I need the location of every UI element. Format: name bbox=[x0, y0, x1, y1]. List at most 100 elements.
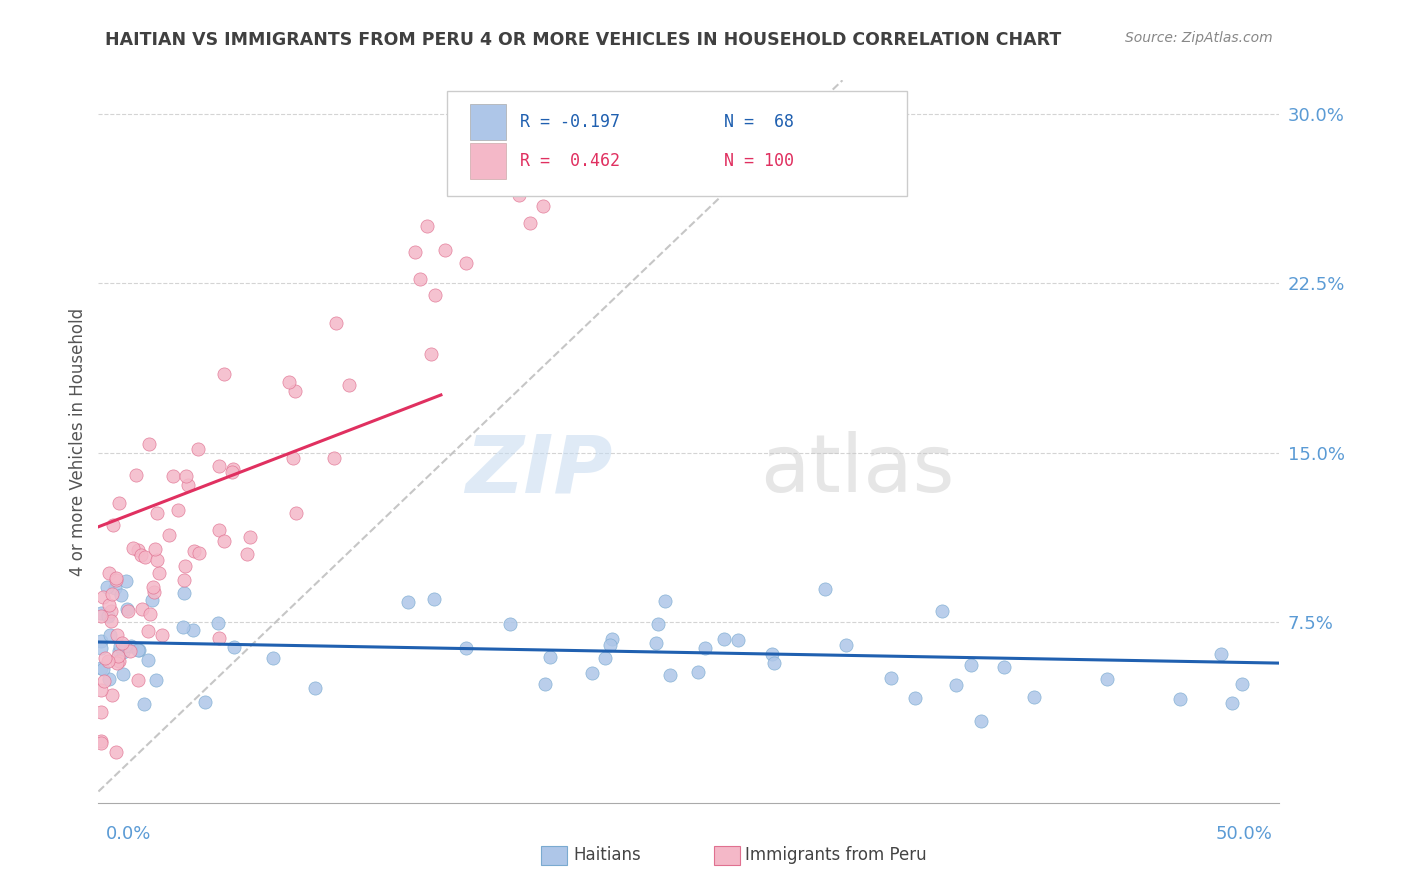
Point bbox=[94, 650, 117, 665]
Point bbox=[602, 632, 624, 646]
Point bbox=[599, 638, 621, 652]
Point bbox=[277, 375, 299, 389]
Point bbox=[762, 656, 785, 670]
Point bbox=[1220, 696, 1243, 710]
Text: HAITIAN VS IMMIGRANTS FROM PERU 4 OR MORE VEHICLES IN HOUSEHOLD CORRELATION CHAR: HAITIAN VS IMMIGRANTS FROM PERU 4 OR MOR… bbox=[105, 31, 1062, 49]
Text: Haitians: Haitians bbox=[574, 847, 641, 864]
Text: N =  68: N = 68 bbox=[724, 113, 794, 131]
Point bbox=[595, 650, 617, 665]
Point bbox=[143, 541, 166, 556]
Point bbox=[713, 632, 735, 646]
Point bbox=[90, 661, 112, 675]
Point bbox=[97, 566, 120, 581]
Point bbox=[456, 255, 478, 269]
Point bbox=[409, 272, 432, 286]
Point bbox=[118, 644, 141, 658]
Point bbox=[846, 107, 869, 121]
Point bbox=[693, 640, 716, 655]
Point bbox=[114, 574, 136, 589]
Point bbox=[108, 644, 131, 658]
Point bbox=[880, 671, 903, 685]
Point bbox=[993, 660, 1015, 674]
Point bbox=[1209, 648, 1232, 662]
Point bbox=[755, 107, 778, 121]
Point bbox=[132, 698, 155, 712]
Bar bbox=[471, 104, 506, 140]
Point bbox=[129, 548, 152, 562]
Point bbox=[194, 695, 217, 709]
Text: atlas: atlas bbox=[759, 432, 955, 509]
Point bbox=[93, 590, 115, 604]
Text: Immigrants from Peru: Immigrants from Peru bbox=[745, 847, 927, 864]
Point bbox=[208, 631, 231, 645]
Point bbox=[98, 598, 121, 612]
Point bbox=[127, 642, 149, 657]
Point bbox=[633, 107, 655, 121]
Point bbox=[1168, 691, 1191, 706]
Point bbox=[97, 609, 120, 624]
Point bbox=[208, 523, 231, 537]
Point bbox=[281, 450, 304, 465]
Point bbox=[931, 604, 953, 618]
Point bbox=[101, 688, 124, 702]
Point bbox=[150, 628, 173, 642]
Point bbox=[134, 549, 156, 564]
Point bbox=[396, 594, 419, 608]
Point bbox=[162, 469, 184, 483]
Point bbox=[127, 543, 149, 558]
Point bbox=[108, 496, 131, 510]
Point bbox=[105, 656, 128, 670]
Point bbox=[104, 581, 127, 595]
Point bbox=[212, 534, 235, 549]
Point bbox=[235, 547, 257, 561]
Point bbox=[761, 647, 783, 661]
Point bbox=[804, 107, 827, 121]
Point bbox=[125, 468, 148, 483]
Point bbox=[727, 632, 749, 647]
Point bbox=[136, 653, 159, 667]
Point bbox=[519, 216, 541, 230]
Point bbox=[96, 581, 118, 595]
Point bbox=[187, 546, 209, 560]
Point bbox=[508, 187, 530, 202]
Point bbox=[104, 574, 127, 588]
Point bbox=[425, 288, 447, 302]
Point bbox=[101, 587, 124, 601]
Point bbox=[90, 734, 112, 748]
Point bbox=[433, 243, 456, 257]
Point bbox=[416, 219, 439, 233]
Point bbox=[1095, 672, 1118, 686]
Point bbox=[90, 634, 112, 648]
Point bbox=[174, 469, 197, 483]
Point bbox=[138, 437, 160, 451]
Point bbox=[173, 585, 195, 599]
Point bbox=[870, 107, 893, 121]
Point bbox=[108, 654, 131, 668]
Point bbox=[148, 566, 170, 580]
Point bbox=[482, 155, 505, 169]
Point bbox=[98, 672, 121, 686]
Point bbox=[337, 377, 360, 392]
Point bbox=[538, 650, 561, 665]
Point bbox=[104, 745, 127, 759]
Point bbox=[131, 602, 153, 616]
Point bbox=[959, 658, 981, 673]
Point bbox=[212, 368, 235, 382]
Text: R = -0.197: R = -0.197 bbox=[520, 113, 620, 131]
Point bbox=[90, 705, 112, 719]
Point bbox=[222, 461, 245, 475]
Point bbox=[110, 588, 132, 602]
Point bbox=[166, 503, 188, 517]
Point bbox=[323, 451, 346, 466]
Point bbox=[90, 609, 112, 624]
Point bbox=[121, 541, 143, 555]
Point bbox=[146, 506, 169, 520]
Point bbox=[174, 559, 197, 574]
Point bbox=[835, 638, 858, 652]
Point bbox=[222, 640, 245, 654]
Point bbox=[117, 604, 139, 618]
Point bbox=[630, 107, 652, 121]
Point bbox=[90, 682, 112, 697]
Point bbox=[904, 691, 927, 706]
Text: 50.0%: 50.0% bbox=[1216, 825, 1272, 843]
